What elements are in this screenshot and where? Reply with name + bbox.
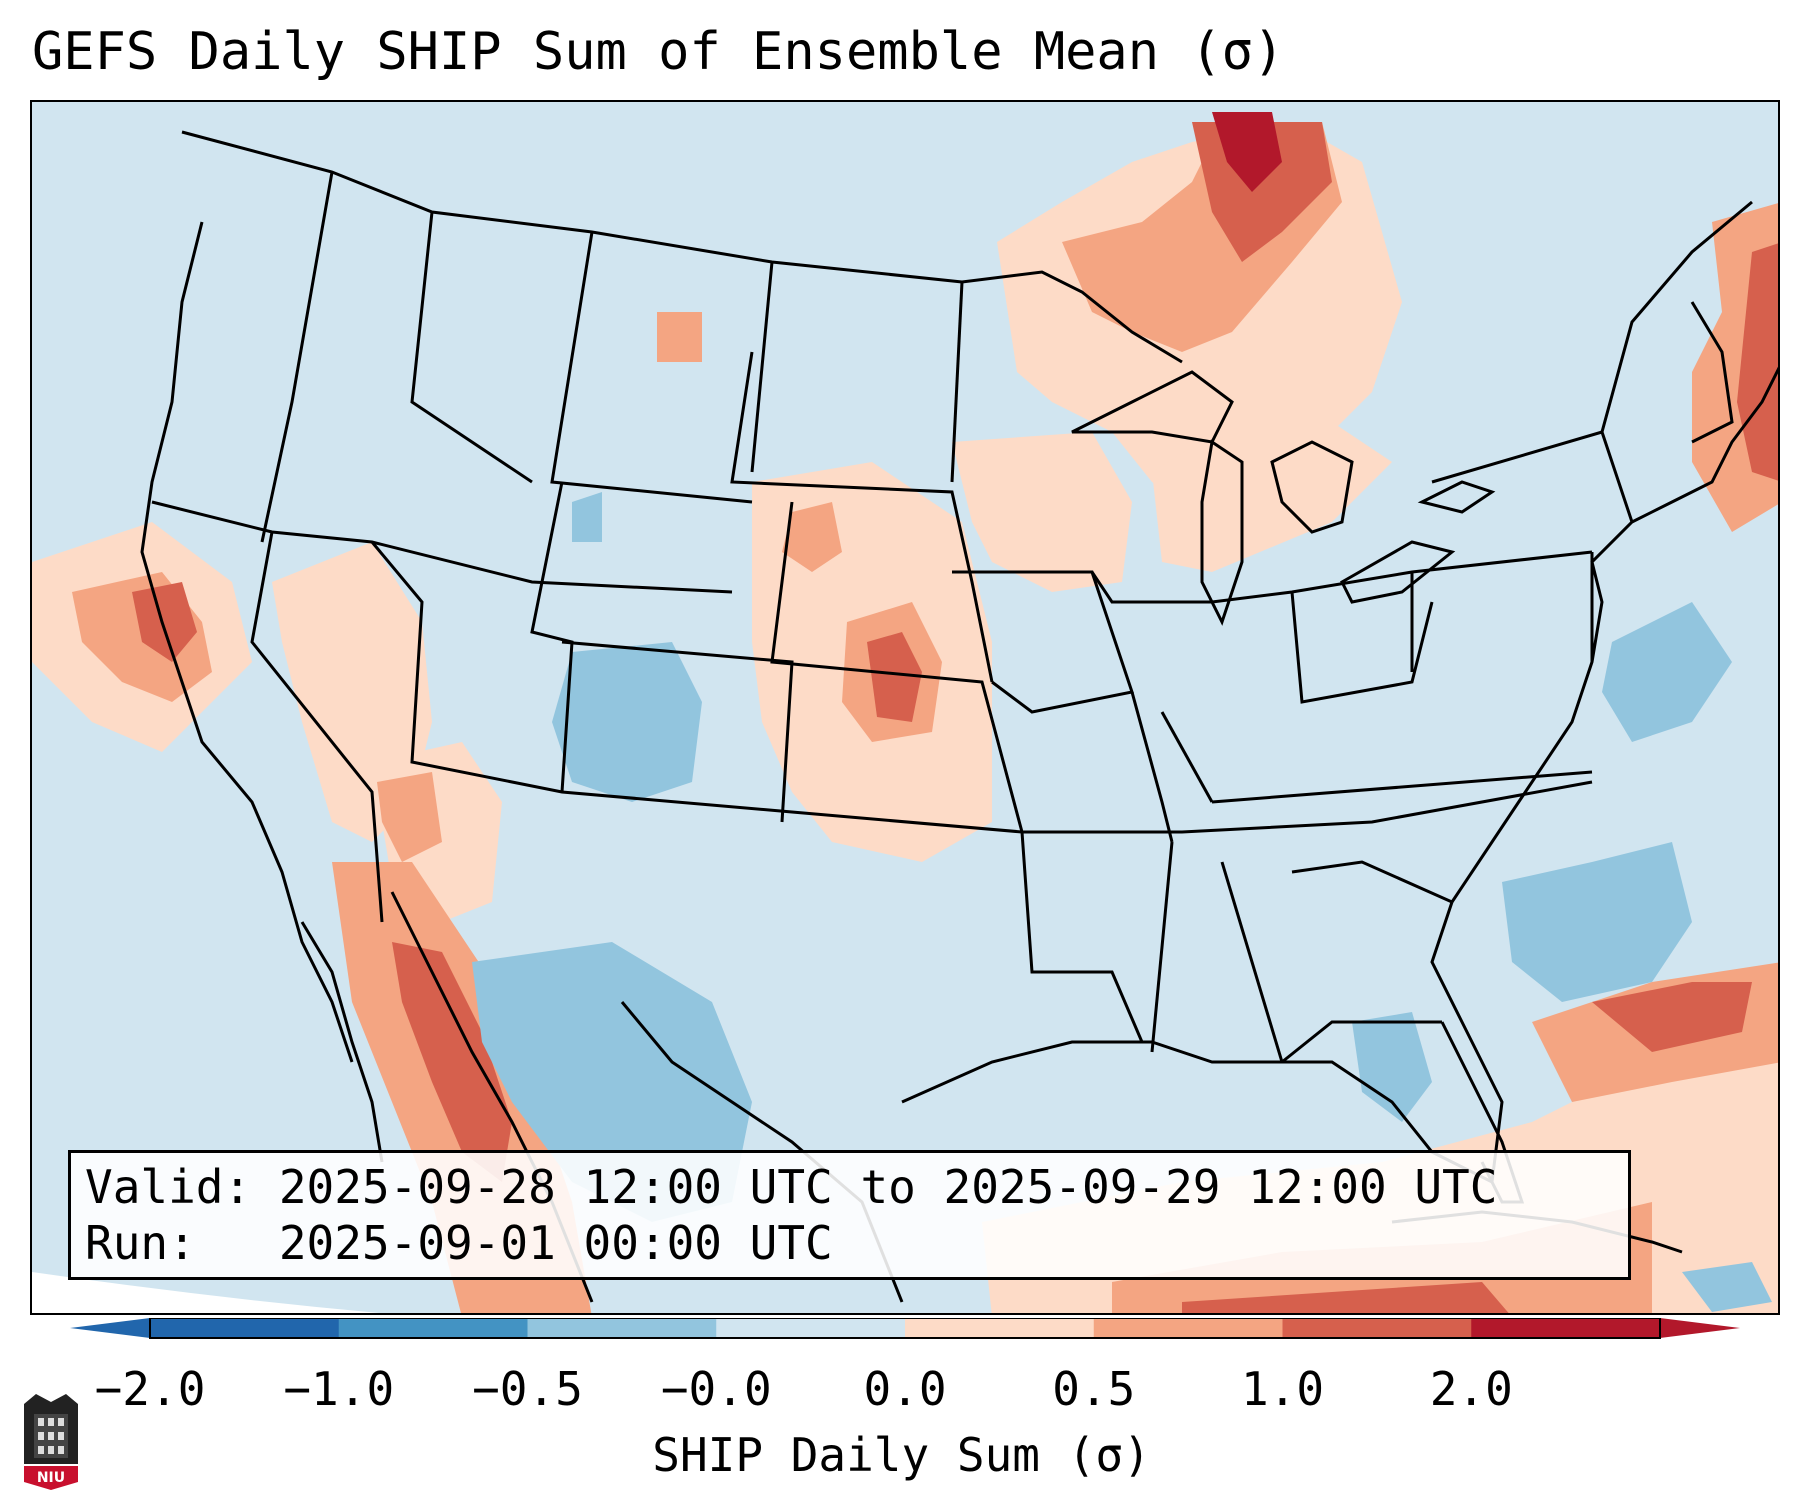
colorbar-bin bbox=[1093, 1318, 1283, 1338]
colorbar-tick-label: −1.0 bbox=[283, 1362, 395, 1416]
colorbar-bin bbox=[338, 1318, 528, 1338]
colorbar-bin bbox=[150, 1318, 340, 1338]
colorbar-under-extension bbox=[70, 1318, 150, 1338]
chart-title: GEFS Daily SHIP Sum of Ensemble Mean (σ) bbox=[32, 22, 1285, 82]
colorbar-over-extension bbox=[1660, 1318, 1740, 1338]
colorbar-tick-label: −0.0 bbox=[660, 1362, 772, 1416]
colorbar-tick-label: −2.0 bbox=[94, 1362, 206, 1416]
colorbar-bin bbox=[905, 1318, 1095, 1338]
colorbar bbox=[70, 1318, 1740, 1339]
map-svg bbox=[32, 112, 1778, 1313]
svg-text:NIU: NIU bbox=[37, 1470, 65, 1486]
colorbar-tick-label: 2.0 bbox=[1429, 1362, 1513, 1416]
colorbar-tick-label: 1.0 bbox=[1240, 1362, 1325, 1416]
niu-logo: NIU bbox=[24, 1394, 78, 1490]
map-panel bbox=[30, 100, 1780, 1315]
valid-time-text: Valid: 2025-09-28 12:00 UTC to 2025-09-2… bbox=[85, 1160, 1498, 1214]
colorbar-tick-label: −0.5 bbox=[472, 1362, 583, 1416]
colorbar-label: SHIP Daily Sum (σ) bbox=[652, 1428, 1151, 1482]
run-time-text: Run: 2025-09-01 00:00 UTC bbox=[85, 1216, 833, 1270]
colorbar-tick-label: 0.0 bbox=[863, 1362, 947, 1416]
valid-run-info-box: Valid: 2025-09-28 12:00 UTC to 2025-09-2… bbox=[68, 1150, 1631, 1280]
colorbar-tick-label: 0.5 bbox=[1052, 1362, 1136, 1416]
colorbar-bin bbox=[1282, 1318, 1472, 1338]
anomaly-field bbox=[32, 112, 1778, 1313]
colorbar-bin bbox=[716, 1318, 906, 1338]
colorbar-bin bbox=[527, 1318, 717, 1338]
colorbar-bin bbox=[1471, 1318, 1661, 1338]
